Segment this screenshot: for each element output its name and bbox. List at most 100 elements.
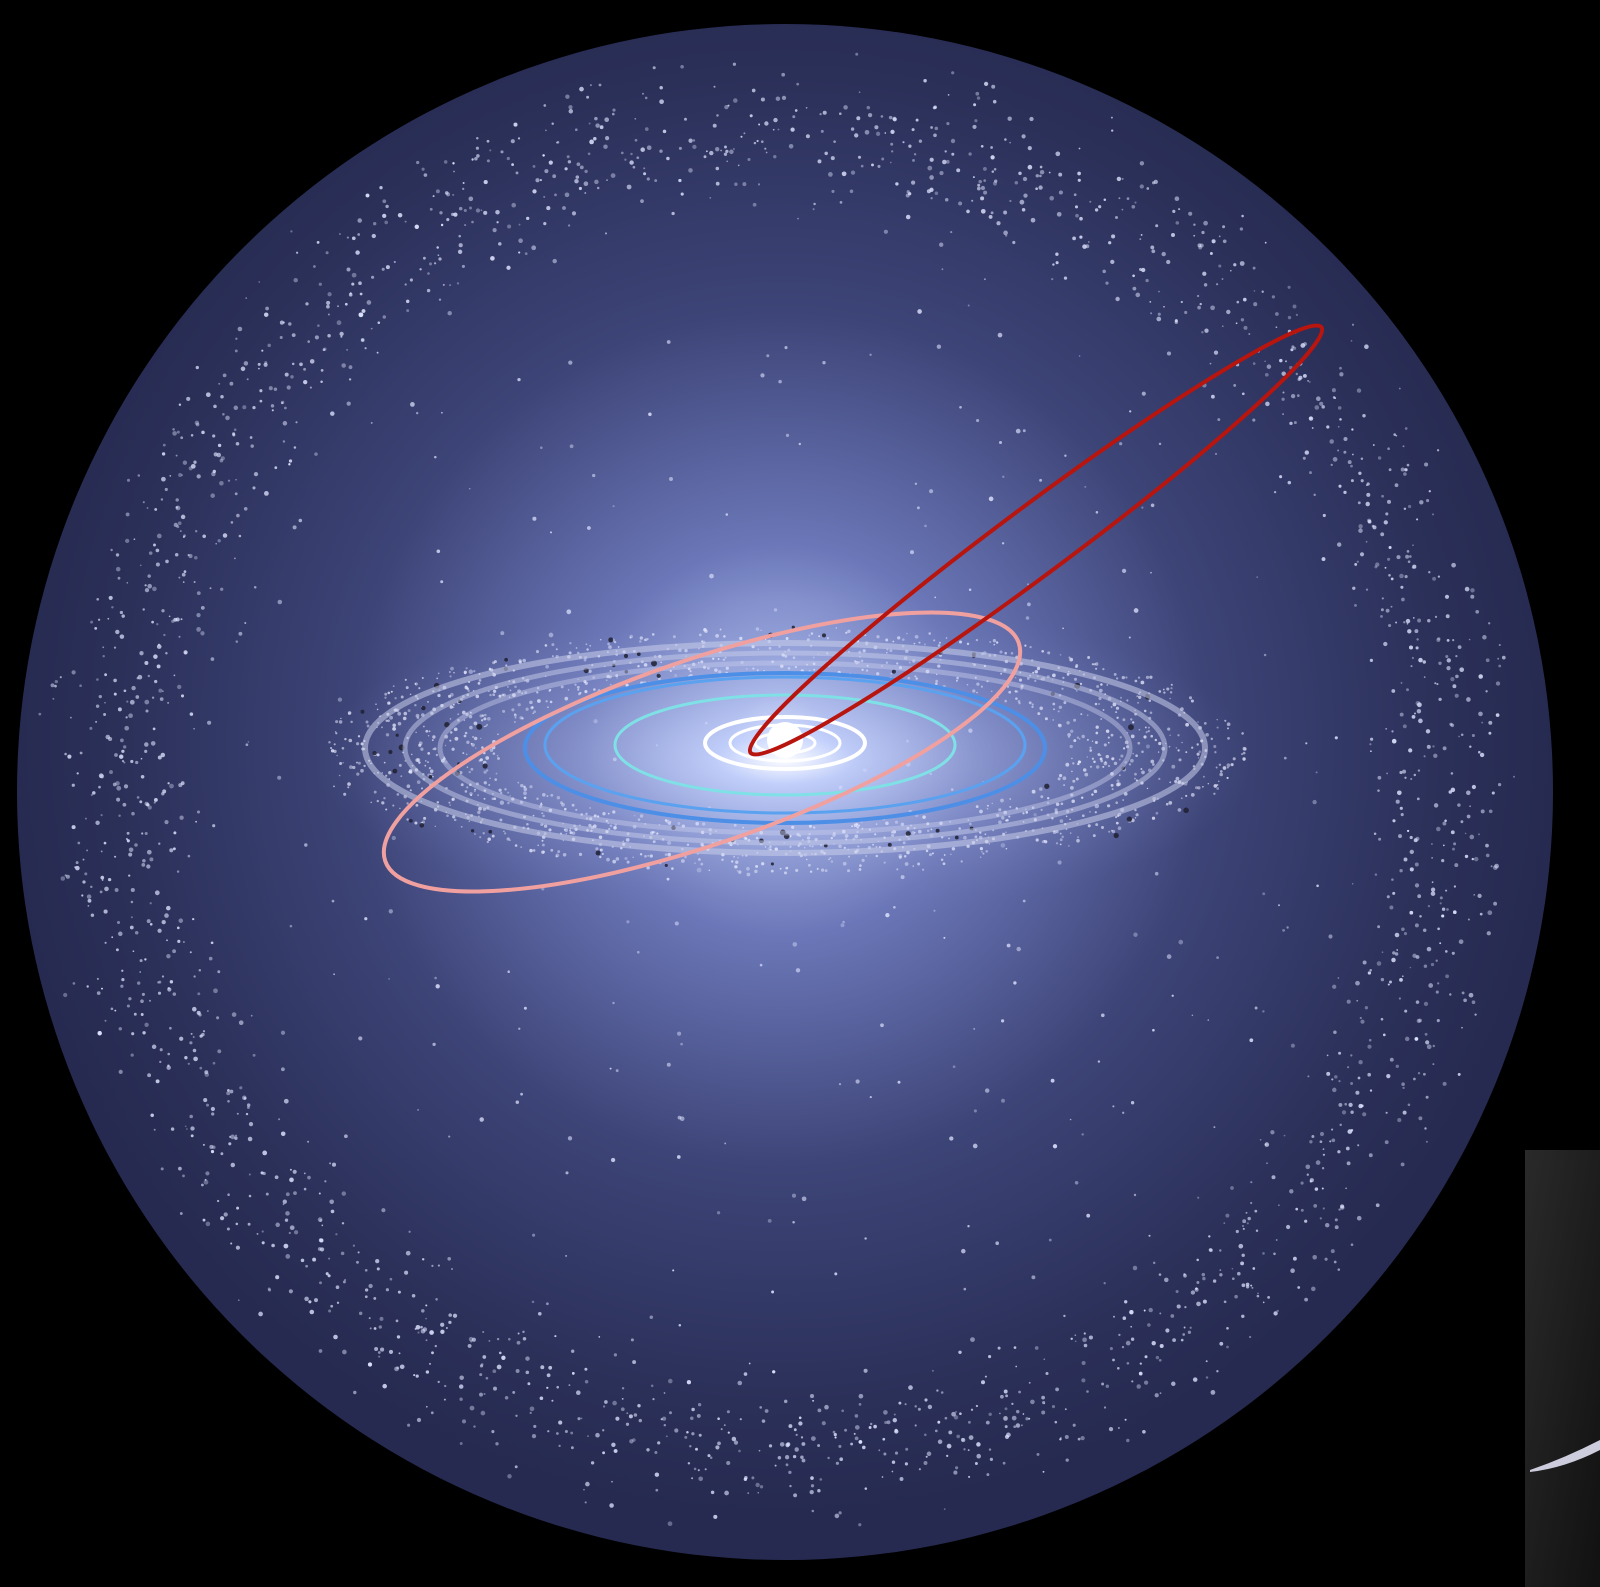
rock [935, 828, 940, 833]
dust [1089, 765, 1093, 768]
star [1148, 1234, 1151, 1237]
star [1409, 835, 1413, 840]
star [798, 1421, 803, 1426]
dust [344, 737, 347, 741]
star [234, 557, 236, 560]
dust [449, 675, 452, 678]
star [1154, 1393, 1159, 1398]
star [1290, 348, 1294, 352]
dust [719, 628, 722, 631]
star [1365, 501, 1370, 507]
star [1322, 1207, 1325, 1210]
star [632, 165, 636, 169]
dust [770, 869, 774, 873]
dust [592, 824, 597, 829]
star [274, 1175, 279, 1180]
dust [928, 632, 931, 635]
star [119, 610, 124, 615]
dust [567, 689, 570, 691]
star [474, 156, 478, 161]
star [773, 117, 778, 123]
dust [381, 726, 383, 729]
star [242, 405, 247, 410]
star [630, 152, 633, 156]
rock [476, 723, 483, 730]
star [889, 161, 892, 164]
star [642, 92, 644, 95]
star [797, 217, 799, 220]
star [764, 1409, 769, 1413]
star [238, 1020, 244, 1026]
star [1180, 1338, 1184, 1342]
star [1122, 1111, 1125, 1114]
star [140, 757, 143, 760]
dust [1138, 728, 1141, 731]
dust [1121, 675, 1125, 680]
star [1252, 266, 1256, 270]
star [146, 803, 150, 807]
star [1250, 1284, 1253, 1287]
dust [875, 854, 879, 858]
star [309, 359, 315, 364]
star [576, 162, 581, 167]
star [659, 149, 663, 153]
star [167, 701, 170, 704]
dust [427, 752, 431, 755]
dust [513, 713, 517, 717]
dust [383, 761, 386, 764]
dust [838, 844, 842, 849]
star [1205, 1360, 1208, 1363]
star [264, 491, 269, 496]
star [1113, 1315, 1115, 1318]
star [1428, 571, 1431, 574]
inclined-orbit [381, 610, 1023, 894]
star [153, 1128, 156, 1131]
dust [1241, 732, 1244, 735]
star [115, 781, 120, 786]
star [189, 1114, 193, 1119]
star [644, 127, 649, 131]
star [1184, 1305, 1187, 1309]
star [379, 1316, 384, 1321]
star [186, 396, 191, 401]
star [479, 1392, 483, 1397]
star [304, 1296, 309, 1302]
dust [444, 744, 447, 747]
star [303, 1172, 306, 1175]
dust [373, 790, 377, 794]
dust [341, 746, 345, 750]
star [760, 97, 765, 102]
star [518, 238, 523, 243]
star [963, 1287, 967, 1291]
star [286, 385, 291, 390]
dust [478, 806, 482, 811]
star [1319, 1140, 1323, 1144]
star [1055, 261, 1059, 265]
star [1404, 1009, 1408, 1013]
dust [545, 700, 548, 703]
star [202, 1143, 205, 1146]
dust [415, 803, 419, 807]
star [156, 533, 162, 539]
star [1126, 1361, 1130, 1365]
star [1350, 1082, 1354, 1085]
star [982, 166, 987, 171]
star [1362, 960, 1367, 965]
star [325, 1272, 329, 1276]
star [703, 155, 707, 159]
star [1074, 1340, 1077, 1343]
star [1275, 326, 1278, 329]
dust [381, 801, 385, 805]
star [1445, 614, 1450, 619]
dust [347, 711, 352, 715]
star [431, 1264, 434, 1268]
dust [1118, 774, 1121, 777]
star [644, 96, 648, 100]
dust [854, 834, 859, 839]
dust [974, 676, 977, 679]
dust [542, 823, 544, 826]
star [235, 442, 240, 446]
star [341, 1191, 347, 1196]
dust [783, 871, 788, 875]
star [149, 922, 153, 926]
